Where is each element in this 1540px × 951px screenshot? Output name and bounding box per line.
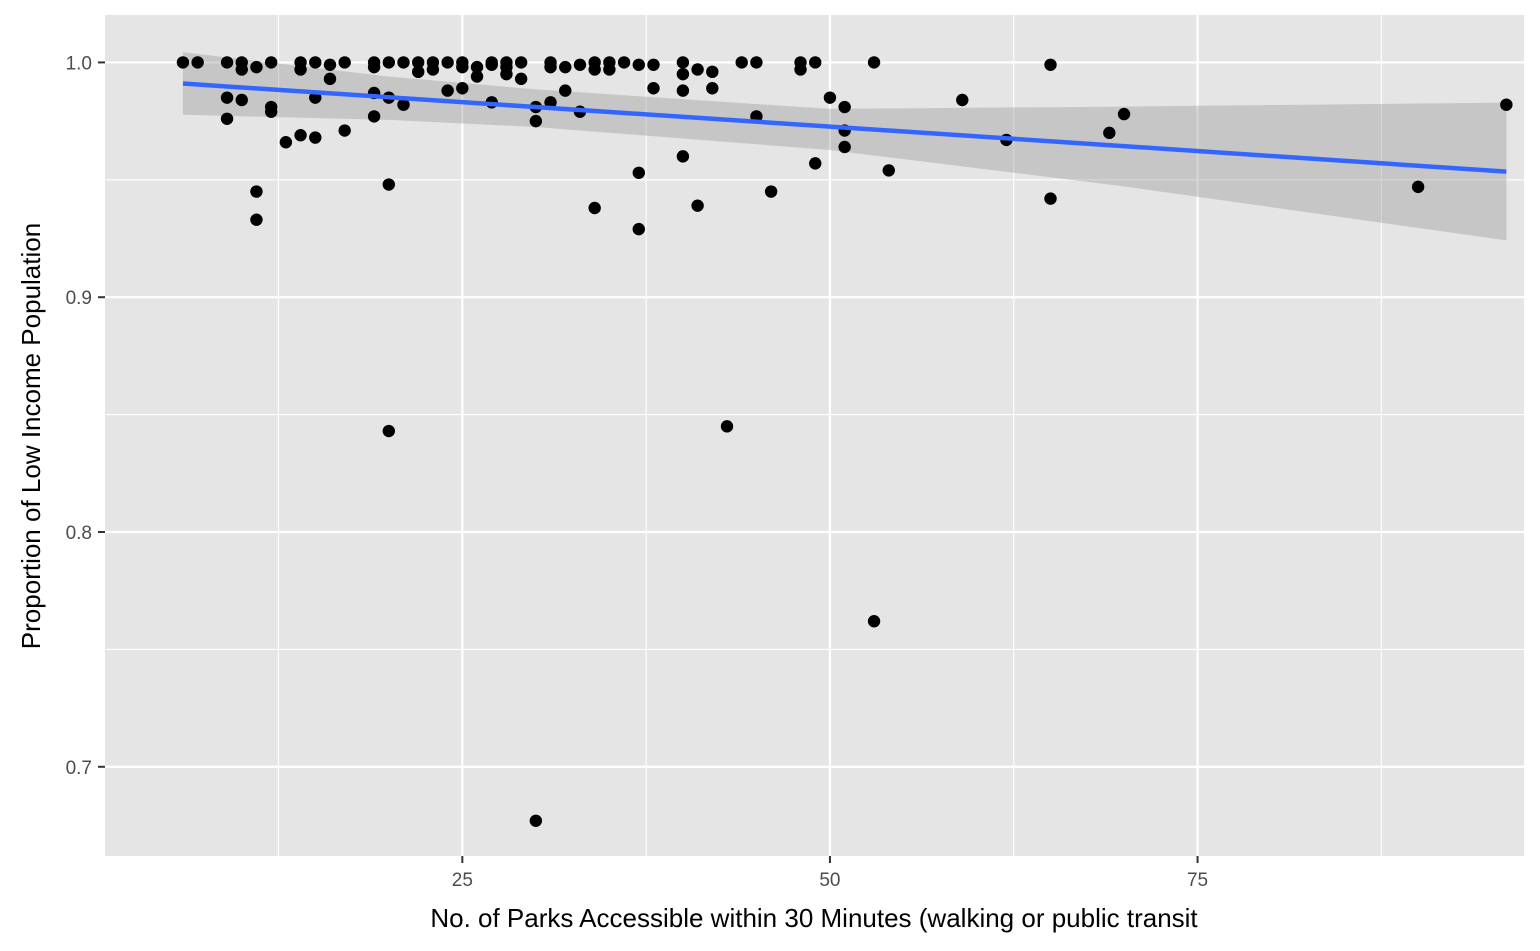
x-axis-title: No. of Parks Accessible within 30 Minute… [430,903,1198,933]
data-point [264,56,278,69]
data-point [676,84,690,97]
data-point [882,164,895,177]
data-point [426,63,440,76]
data-point [412,56,425,69]
y-axis-ticks: 0.7 0.8 0.9 1.0 [66,53,105,779]
data-point [470,70,484,83]
y-tick-label: 0.9 [66,288,92,309]
data-point [382,56,395,69]
y-axis-title: Proportion of Low Income Population [16,223,46,649]
data-point [603,63,616,76]
data-point [706,82,719,95]
data-point [220,56,234,69]
data-point [559,84,572,97]
trend-line [182,81,1507,174]
data-point [397,98,410,111]
data-point [250,213,263,226]
data-point [514,72,528,86]
data-point [588,63,601,76]
data-point [1411,180,1425,194]
minor-gridlines [105,15,1524,856]
data-point [235,93,248,107]
data-point [441,84,454,97]
data-point [632,166,645,179]
data-point [1103,126,1116,140]
data-point [632,222,645,236]
data-point [397,56,410,69]
data-point [367,110,381,123]
data-point [867,615,881,628]
data-point [338,124,351,137]
data-point [676,150,690,163]
data-point [1500,98,1513,111]
data-point [559,60,572,74]
x-tick-label: 75 [1187,870,1208,891]
x-tick-label: 50 [819,870,840,891]
data-point [676,56,690,69]
data-point [750,56,763,69]
data-point [220,112,234,125]
data-point [456,60,469,74]
data-point [809,157,822,170]
data-point [264,105,278,118]
y-tick-label: 0.8 [66,523,92,544]
data-point [617,56,631,69]
data-point [1044,58,1057,71]
data-point [691,199,704,212]
data-point [235,63,248,76]
data-point [309,131,322,144]
data-point [838,100,851,114]
data-point [764,185,778,198]
data-point [485,58,498,71]
data-point [823,91,837,104]
data-point [514,56,528,69]
data-point [279,136,293,149]
data-point [441,56,454,69]
data-point [706,65,719,79]
data-point [456,82,469,95]
data-point [632,58,645,71]
x-tick-label: 25 [452,870,473,891]
data-point [500,67,513,81]
data-point [338,56,351,69]
data-point [382,178,395,191]
data-point [323,58,337,71]
data-point [220,91,234,104]
data-point [1044,192,1057,205]
data-point [573,58,587,71]
data-point [735,56,748,69]
data-point [529,814,543,827]
data-point [191,56,204,69]
data-point [809,56,822,69]
y-tick-label: 0.7 [66,758,92,779]
data-point [250,185,263,198]
data-point [544,96,557,109]
data-point [250,60,263,74]
data-point [838,140,851,154]
data-point [382,424,395,438]
data-point [367,60,381,74]
y-tick-label: 1.0 [66,53,92,74]
data-point [294,63,307,76]
data-point [323,72,337,86]
data-point [647,58,660,71]
data-point [647,82,660,95]
x-axis-ticks: 25 50 75 [452,856,1208,891]
data-point [867,56,881,69]
data-point [470,60,484,74]
data-point [691,63,704,76]
data-point [294,129,307,142]
data-point [1117,107,1131,121]
data-point [544,60,557,74]
data-point [676,67,690,81]
data-point [588,201,601,215]
data-point [956,93,969,107]
data-point [309,56,322,69]
data-point [529,114,543,128]
data-point [794,63,807,76]
data-point [720,420,734,433]
data-point [176,56,190,69]
data-point [412,65,425,79]
